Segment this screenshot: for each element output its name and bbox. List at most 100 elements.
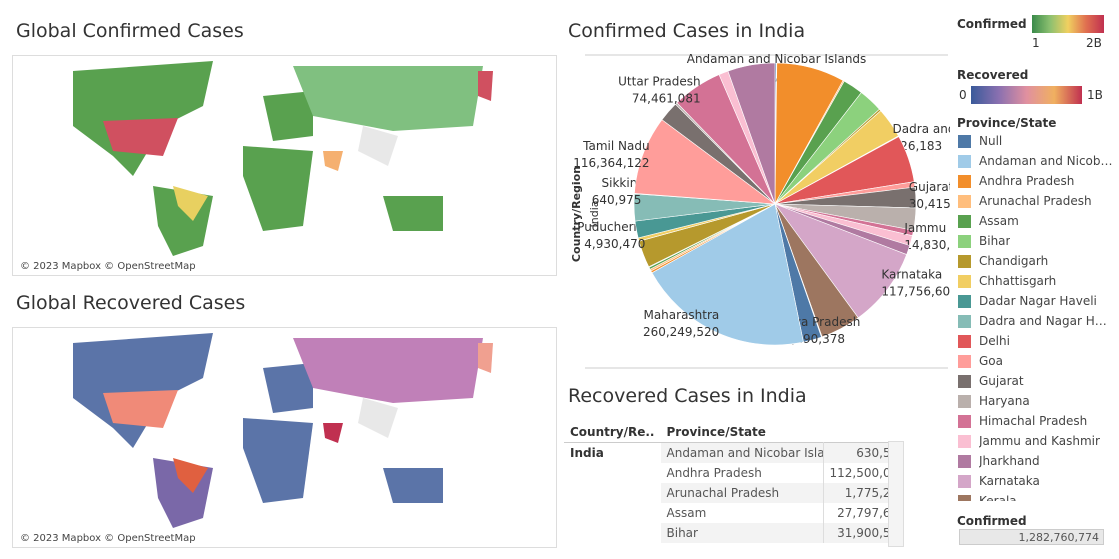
legend-swatch — [958, 354, 971, 368]
legend-item: Haryana — [958, 391, 1113, 411]
color-ramp — [1032, 15, 1104, 33]
pie-slice — [774, 203, 908, 319]
table-row: Bihar 31,900,510 — [564, 523, 904, 543]
table-header: Country/Re.. — [570, 425, 655, 439]
legend-label: Kerala — [979, 494, 1017, 501]
legend-label: Chandigarh — [979, 254, 1049, 268]
legend-label: Delhi — [979, 334, 1010, 348]
row-label: India — [588, 201, 601, 228]
ramp-max: 1B — [1087, 88, 1103, 102]
slice-label: Puducherry — [577, 220, 645, 234]
legend-swatch — [958, 374, 971, 388]
filter-title: Confirmed — [957, 514, 1027, 528]
pie-slice — [727, 62, 776, 205]
slice-label: Jammu and Kashmir — [903, 221, 950, 235]
slice-value: 116,364,122 — [573, 156, 649, 170]
legend-swatch — [958, 474, 971, 488]
map-title: Global Recovered Cases — [16, 292, 246, 314]
legend-swatch — [958, 434, 971, 448]
legend-item: Dadra and Nagar Haveli and Daman and Diu — [958, 311, 1113, 331]
legend-item: Jharkhand — [958, 451, 1113, 471]
slice-label: Uttar Pradesh — [618, 75, 700, 89]
map-credit: © 2023 Mapbox © OpenStreetMap — [20, 533, 196, 544]
table-cell — [564, 503, 661, 523]
table-cell: 27,797,611 — [837, 506, 904, 520]
legend-swatch — [958, 174, 971, 188]
legend-swatch — [958, 214, 971, 228]
legend-swatch — [958, 494, 971, 501]
map[interactable]: © 2023 Mapbox © OpenStreetMap — [12, 327, 557, 548]
slice-label: Gujarat — [909, 180, 950, 194]
filter-slider[interactable]: 1,282,760,774 — [959, 529, 1104, 545]
legend-item: Dadar Nagar Haveli — [958, 291, 1113, 311]
legend-label: Assam — [979, 214, 1019, 228]
legend-label: Himachal Pradesh — [979, 414, 1088, 428]
legend-label: Karnataka — [979, 474, 1040, 488]
legend-item: Goa — [958, 351, 1113, 371]
table-cell: Arunachal Pradesh — [660, 483, 824, 503]
table-title: Recovered Cases in India — [568, 385, 807, 407]
legend-label: Gujarat — [979, 374, 1024, 388]
pie-slice — [651, 203, 804, 346]
legend-item: Bihar — [958, 231, 1113, 251]
table-header: Province/State — [666, 425, 766, 439]
map-shapes — [73, 61, 493, 256]
legend-swatch — [958, 254, 971, 268]
map-shapes — [73, 333, 493, 528]
legend-label: Chhattisgarh — [979, 274, 1057, 288]
legend-title: Province/State — [957, 116, 1057, 130]
legend-item: Karnataka — [958, 471, 1113, 491]
slice-value: 117,756,603 — [881, 284, 950, 298]
table-cell — [564, 523, 661, 543]
legend-label: Arunachal Pradesh — [979, 194, 1092, 208]
table-cell — [564, 483, 661, 503]
legend-swatch — [958, 314, 971, 328]
map[interactable]: © 2023 Mapbox © OpenStreetMap — [12, 55, 557, 276]
map-credit: © 2023 Mapbox © OpenStreetMap — [20, 261, 196, 272]
legend-item: Arunachal Pradesh — [958, 191, 1113, 211]
slice-value: 640,975 — [592, 193, 642, 207]
table-cell — [564, 463, 661, 483]
legend-title: Confirmed — [957, 17, 1027, 31]
table-row: Arunachal Pradesh 1,775,275 — [564, 483, 904, 503]
slice-label: Dadra and Nagar Haveli and Daman and Diu — [893, 122, 950, 136]
legend-label: Jammu and Kashmir — [979, 434, 1100, 448]
table-cell: Assam — [660, 503, 824, 523]
ramp-max: 2B — [1086, 36, 1102, 50]
legend-item: Andaman and Nicobar Islands — [958, 151, 1113, 171]
legend-label: Jharkhand — [979, 454, 1040, 468]
table-cell: Andhra Pradesh — [660, 463, 824, 483]
table-wrap: Country/Re.. Province/State India Andaman … — [564, 422, 904, 547]
legend-item: Null — [958, 131, 1113, 151]
legend-label: Goa — [979, 354, 1003, 368]
ramp-min: 0 — [959, 88, 967, 102]
scrollbar[interactable] — [888, 441, 904, 547]
legend-item: Himachal Pradesh — [958, 411, 1113, 431]
legend-item: Andhra Pradesh — [958, 171, 1113, 191]
legend-swatch — [958, 194, 971, 208]
slice-value: 74,461,081 — [632, 92, 701, 106]
table-cell: Andaman and Nicobar Isla.. — [660, 442, 824, 463]
legend-label: Bihar — [979, 234, 1011, 248]
legend-item: Chandigarh — [958, 251, 1113, 271]
legend-item: Jammu and Kashmir — [958, 431, 1113, 451]
legend-swatch — [958, 234, 971, 248]
legend-swatch — [958, 154, 971, 168]
legend-label: Haryana — [979, 394, 1030, 408]
legend-swatch — [958, 274, 971, 288]
pie-slice — [634, 119, 777, 205]
legend-label: Andhra Pradesh — [979, 174, 1075, 188]
table-row: Andhra Pradesh 112,500,012 — [564, 463, 904, 483]
slice-value: 260,249,520 — [643, 325, 719, 339]
slice-value: 14,830,526 — [904, 238, 950, 252]
legend-label: Null — [979, 134, 1003, 148]
row-header: Country/Region — [570, 166, 583, 262]
legend-swatch — [958, 394, 971, 408]
legend-item: Kerala — [958, 491, 1113, 501]
table-cell: 31,900,510 — [837, 526, 904, 540]
table-cell: 112,500,012 — [829, 466, 905, 480]
slice-label: Sikkim — [602, 176, 642, 190]
pie-chart: Country/Region India Andaman and Nicobar… — [570, 54, 950, 369]
legend-title: Recovered — [957, 68, 1029, 82]
slice-label: Maharashtra — [643, 308, 719, 322]
